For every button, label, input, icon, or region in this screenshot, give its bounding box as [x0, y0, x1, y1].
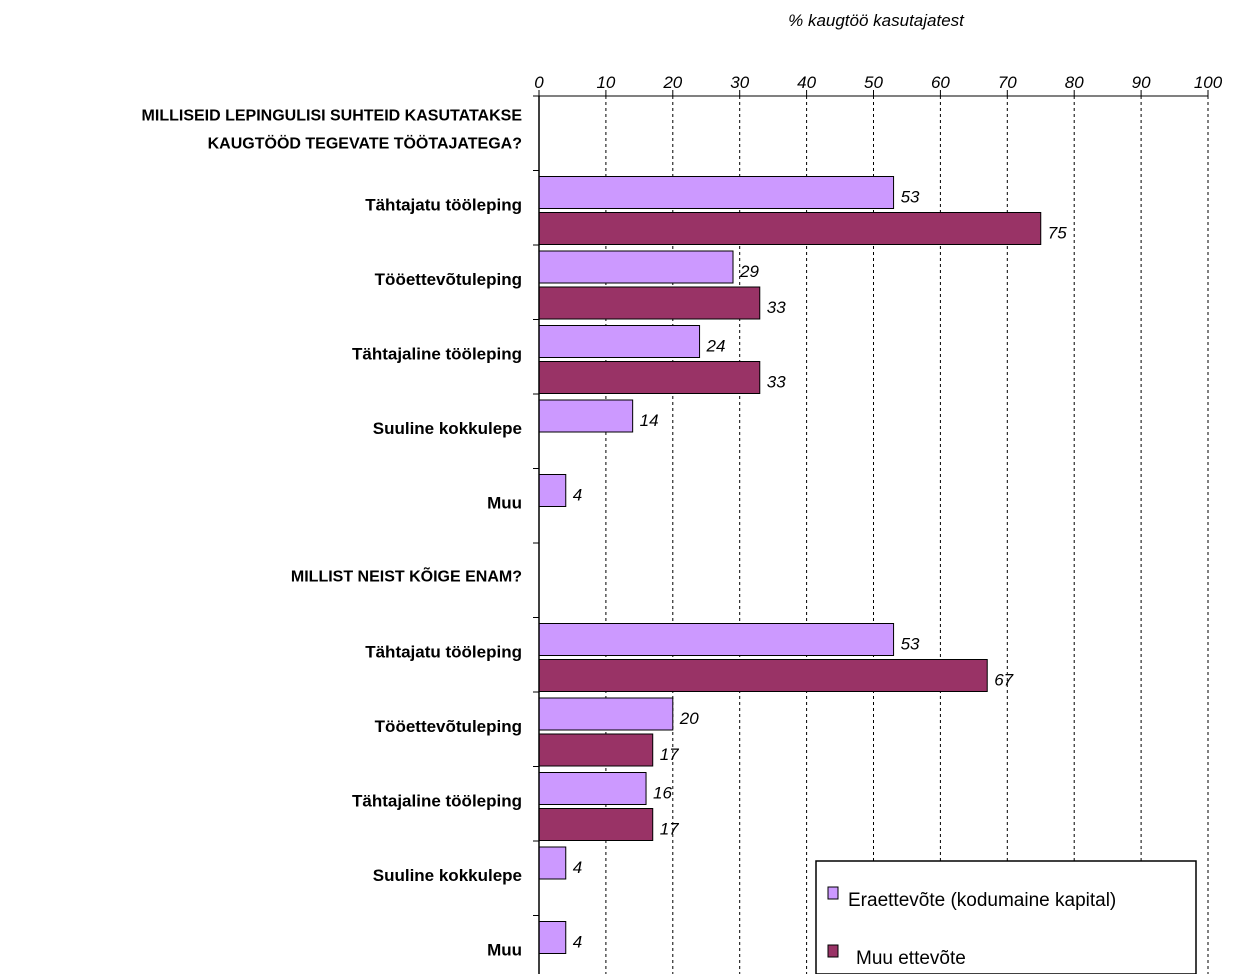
category-label: Tööettevõtuleping	[375, 717, 522, 736]
value-label: 20	[679, 709, 699, 728]
group-heading-line: MILLIST NEIST KÕIGE ENAM?	[291, 565, 522, 585]
category-label: Tähtajatu tööleping	[365, 196, 522, 215]
value-label: 4	[573, 933, 582, 952]
value-label: 67	[994, 671, 1013, 690]
value-label: 16	[653, 784, 672, 803]
legend-swatch-0	[827, 886, 839, 900]
value-label: 17	[660, 820, 679, 839]
bar-muu-ettevote	[538, 659, 988, 692]
bar-muu-ettevote	[538, 361, 761, 394]
legend-box	[815, 860, 1197, 974]
value-label: 53	[901, 635, 920, 654]
x-axis-title: % kaugtöö kasutajatest	[788, 11, 965, 30]
legend: Eraettevõte (kodumaine kapital) Muu ettev…	[815, 860, 1197, 974]
value-label: 4	[573, 858, 582, 877]
bar-eraettevote	[538, 399, 634, 433]
bar-eraettevote	[538, 325, 701, 358]
bar-eraettevote	[538, 697, 674, 731]
legend-label-0: Eraettevõte (kodumaine kapital)	[848, 890, 1116, 911]
bar-muu-ettevote	[538, 808, 654, 841]
value-label: 53	[901, 188, 920, 207]
x-tick-label-50: 50	[864, 73, 883, 92]
bar-eraettevote	[538, 623, 895, 656]
bar-muu-ettevote	[538, 286, 761, 320]
category-label: Suuline kokkulepe	[373, 866, 522, 885]
value-label: 75	[1048, 224, 1067, 243]
category-label: Tööettevõtuleping	[375, 270, 522, 289]
bar-eraettevote	[538, 474, 567, 507]
group-heading-line: KAUGTÖÖD TEGEVATE TÖÖTAJATEGA?	[208, 133, 522, 152]
value-label: 33	[767, 298, 786, 317]
value-label: 14	[640, 411, 659, 430]
category-labels: MILLISEID LEPINGULISI SUHTEID KASUTATAKS…	[142, 107, 523, 959]
legend-label-1: Muu ettevõte	[856, 948, 966, 969]
x-tick-label-30: 30	[730, 73, 749, 92]
legend-swatch-1	[827, 944, 839, 958]
x-tick-label-70: 70	[998, 73, 1017, 92]
group-heading-line: MILLISEID LEPINGULISI SUHTEID KASUTATAKS…	[142, 107, 523, 124]
bar-eraettevote	[538, 772, 647, 805]
x-tick-label-40: 40	[797, 73, 816, 92]
bar-muu-ettevote	[538, 733, 654, 767]
category-label: Tähtajatu tööleping	[365, 643, 522, 662]
bar-eraettevote	[538, 846, 567, 880]
x-tick-label-90: 90	[1132, 73, 1151, 92]
x-tick-label-60: 60	[931, 73, 950, 92]
x-tick-label-100: 100	[1194, 73, 1223, 92]
value-label: 4	[573, 486, 582, 505]
value-label: 33	[767, 373, 786, 392]
x-tick-label-80: 80	[1065, 73, 1084, 92]
x-axis-ticks: 0 10 20 30 40 50 60 70 80 90 100	[533, 73, 1223, 916]
category-label: Tähtajaline tööleping	[352, 792, 522, 811]
category-label: Suuline kokkulepe	[373, 419, 522, 438]
value-label: 29	[739, 262, 759, 281]
value-label: 24	[706, 337, 726, 356]
category-label: Tähtajaline tööleping	[352, 345, 522, 364]
bar-eraettevote	[538, 250, 734, 284]
bar-muu-ettevote	[538, 212, 1042, 245]
category-label: Muu	[487, 494, 522, 513]
category-label: Muu	[487, 941, 522, 960]
x-tick-label-20: 20	[662, 73, 682, 92]
x-tick-label-0: 0	[534, 73, 544, 92]
value-label: 17	[660, 745, 679, 764]
bar-eraettevote	[538, 176, 895, 209]
bar-eraettevote	[538, 921, 567, 954]
x-tick-label-10: 10	[596, 73, 615, 92]
